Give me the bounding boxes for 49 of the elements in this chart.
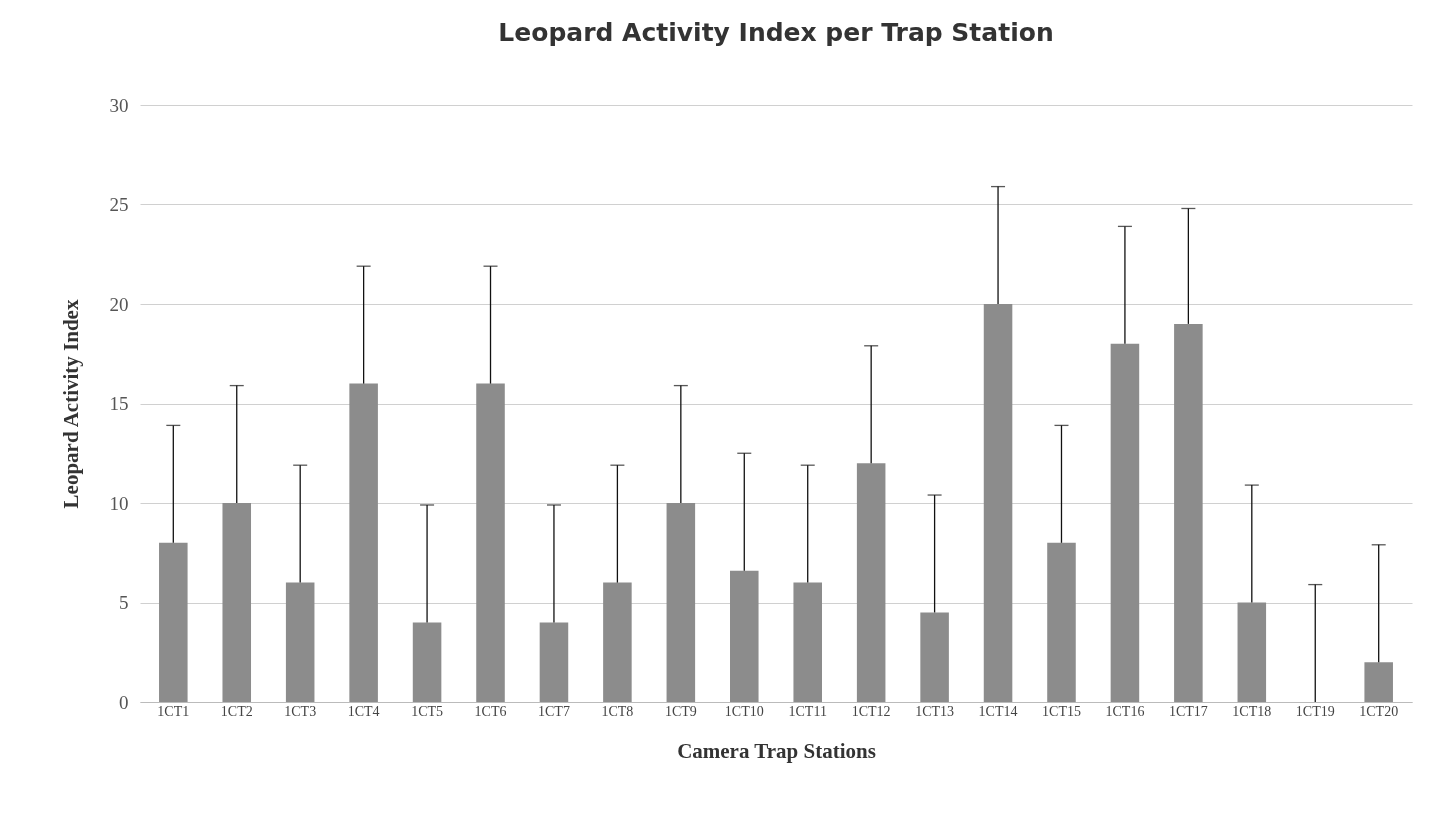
y-tick-label: 25: [109, 194, 129, 215]
chart-title: Leopard Activity Index per Trap Station: [498, 18, 1054, 47]
x-axis-title: Camera Trap Stations: [677, 738, 876, 763]
x-tick-label: 1CT18: [1232, 703, 1272, 719]
x-tick-label: 1CT17: [1168, 703, 1208, 719]
x-tick-label: 1CT15: [1042, 703, 1081, 719]
y-tick-label: 0: [119, 691, 129, 713]
bar: [222, 503, 252, 702]
bar: [983, 304, 1013, 702]
x-tick-label: 1CT8: [601, 703, 634, 719]
bar: [1047, 542, 1076, 702]
bar: [1110, 343, 1140, 702]
bar: [539, 622, 569, 702]
x-tick-label: 1CT10: [724, 703, 764, 719]
bar: [1364, 662, 1393, 702]
bar: [730, 570, 759, 702]
x-tick-label: 1CT19: [1295, 703, 1335, 719]
x-tick-label: 1CT3: [284, 703, 317, 719]
bar: [159, 542, 188, 702]
bar: [920, 612, 949, 702]
bar: [349, 383, 378, 702]
x-tick-label: 1CT2: [220, 703, 253, 719]
y-tick-label: 30: [109, 94, 129, 116]
x-tick-label: 1CT4: [347, 703, 380, 719]
bar: [603, 582, 632, 702]
bar: [1237, 602, 1267, 702]
x-tick-label: 1CT11: [788, 703, 827, 719]
x-tick-label: 1CT16: [1105, 703, 1145, 719]
x-tick-label: 1CT20: [1359, 703, 1399, 719]
x-tick-label: 1CT6: [474, 703, 507, 719]
x-tick-label: 1CT12: [851, 703, 891, 719]
y-tick-label: 10: [109, 492, 129, 514]
y-tick-label: 15: [109, 393, 129, 414]
x-tick-label: 1CT7: [538, 703, 570, 719]
bar: [285, 582, 315, 702]
bar: [1174, 323, 1203, 702]
y-axis-title: Leopard Activity Index: [58, 299, 83, 509]
bar: [476, 383, 505, 702]
bar: [856, 463, 886, 702]
bar: [412, 622, 442, 702]
x-tick-label: 1CT1: [157, 703, 190, 719]
y-tick-label: 20: [109, 293, 129, 315]
x-tick-label: 1CT14: [978, 703, 1018, 719]
bar: [793, 582, 822, 702]
x-tick-label: 1CT9: [664, 703, 697, 719]
bar: [666, 503, 696, 702]
x-tick-label: 1CT5: [411, 703, 444, 719]
y-tick-label: 5: [119, 592, 129, 613]
x-tick-label: 1CT13: [915, 703, 955, 719]
